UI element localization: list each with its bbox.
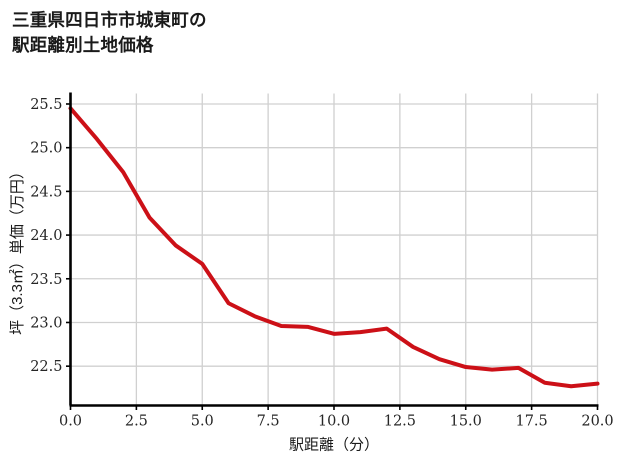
y-axis-tick-label: 25.0	[30, 141, 62, 157]
x-axis-tick-label: 15.0	[450, 414, 482, 430]
x-axis-tick-label: 0.0	[59, 414, 82, 430]
x-axis-tick-label: 5.0	[191, 414, 214, 430]
y-axis-tick-label: 23.0	[30, 315, 62, 331]
chart-title: 三重県四日市市城東町の 駅距離別土地価格	[12, 10, 207, 55]
y-axis-title: 坪（3.3㎡）単価（万円）	[9, 164, 26, 335]
y-axis-tick-label: 24.5	[30, 184, 62, 200]
x-axis-tick-label: 10.0	[318, 414, 350, 430]
x-axis-tick-label: 20.0	[581, 414, 613, 430]
x-axis-title: 駅距離（分）	[289, 436, 379, 454]
x-axis-tick-label: 2.5	[125, 414, 148, 430]
y-axis-tick-label: 25.5	[30, 97, 62, 113]
x-axis-tick-label: 12.5	[384, 414, 416, 430]
y-axis-tick-label: 23.5	[30, 272, 62, 288]
data-line-series-0	[68, 106, 600, 389]
y-axis-tick-label: 24.0	[30, 228, 62, 244]
x-axis-tick-label: 17.5	[515, 414, 547, 430]
y-axis-tick-label: 22.5	[30, 359, 62, 375]
x-axis-tick-label: 7.5	[257, 414, 280, 430]
